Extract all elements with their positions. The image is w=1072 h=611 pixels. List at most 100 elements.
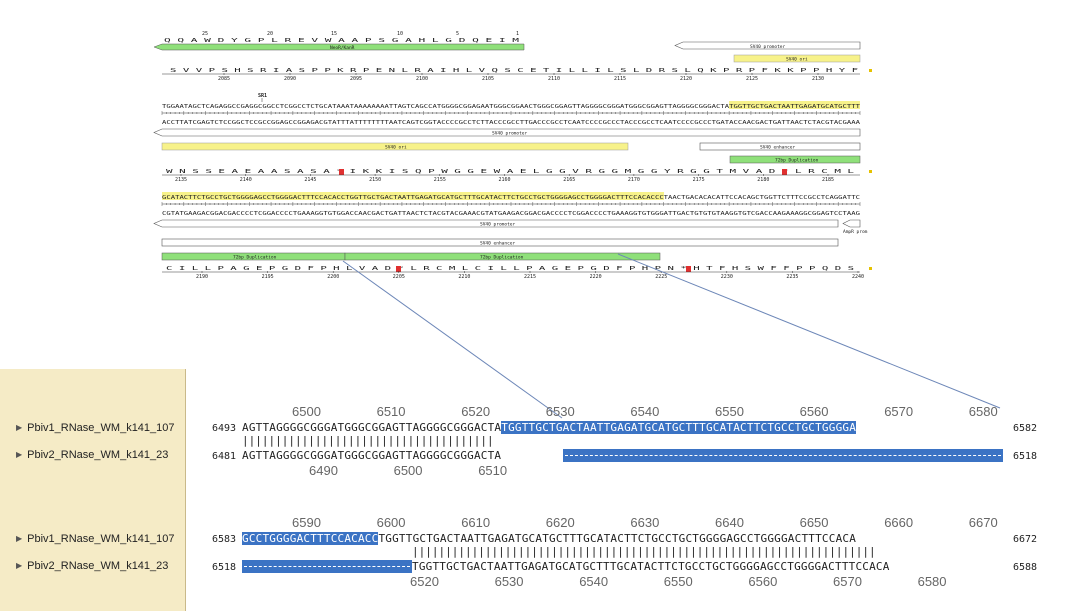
position-label: 6560 bbox=[748, 574, 778, 589]
feature-label-neor: NeoR/KanR bbox=[330, 45, 355, 51]
tick-label: 2105 bbox=[482, 76, 494, 82]
sequence-highlight: GCCTGGGGACTTTCCACACC bbox=[242, 532, 379, 545]
tick-label: 2210 bbox=[458, 274, 470, 280]
tick-label: 2190 bbox=[196, 274, 208, 280]
feature-label-sv40-promoter: SV40 promoter bbox=[492, 131, 528, 137]
position-label: 6540 bbox=[579, 574, 609, 589]
sequence-name-pbiv2-block2[interactable]: Pbiv2_RNase_WM_k141_23 bbox=[16, 560, 168, 572]
alignment-gap-block2 bbox=[242, 560, 412, 573]
position-label: 6660 bbox=[884, 515, 914, 530]
dna-bottom-strand-row3: CGTATGAAGACGGACGACCCCTCGGACCCCTGAAAGGTGT… bbox=[162, 211, 861, 217]
end-position: 6672 bbox=[1013, 534, 1038, 545]
feature-72bp-duplication-1: 72bp Duplication bbox=[729, 155, 861, 164]
map-row-2: SR1 TGGAATAGCTCAGAGGCCGAGGCGGCCTCGGCCTCT… bbox=[153, 93, 872, 183]
feature-label-sv40-ori: SV40 ori bbox=[786, 57, 808, 63]
feature-label-sv40-promoter: SV40 promoter bbox=[480, 222, 516, 228]
strand-ruler bbox=[161, 111, 861, 115]
site-label-sr1: SR1 bbox=[258, 93, 267, 99]
feature-72bp-duplication-2: 72bp Duplication bbox=[161, 252, 346, 261]
feature-label-sv40-promoter: SV40 promoter bbox=[750, 44, 786, 50]
position-label: 6640 bbox=[715, 515, 744, 530]
alignment-gap-block1 bbox=[563, 449, 1003, 462]
feature-72bp-duplication-3: 72bp Duplication bbox=[344, 252, 661, 261]
aa-translation-row2: W N S S E A E A A S A S A * I K K I S Q … bbox=[166, 169, 854, 175]
tick-label: 2125 bbox=[746, 76, 758, 82]
position-label: 6530 bbox=[494, 574, 524, 589]
start-position: 6583 bbox=[212, 534, 237, 545]
tick-label: 2200 bbox=[327, 274, 339, 280]
position-label: 6590 bbox=[292, 515, 321, 530]
tick-label: 2175 bbox=[693, 177, 705, 183]
position-label: 6510 bbox=[376, 404, 406, 419]
position-label: 6550 bbox=[663, 574, 693, 589]
aligned-sequence-pbiv1-block2[interactable]: GCCTGGGGACTTTCCACACCTGGTTGCTGACTAATTGAGA… bbox=[242, 532, 856, 545]
sequence-plain: TGGTTGCTGACTAATTGAGATGCATGCTTTGCATACTTCT… bbox=[412, 560, 890, 573]
aa-translation-row3: C I L L P A G E P G D F P H L V A D * L … bbox=[166, 266, 854, 272]
position-label: 6650 bbox=[799, 515, 829, 530]
tick-label: 2235 bbox=[786, 274, 798, 280]
position-label: 6510 bbox=[478, 463, 508, 478]
end-position: 6518 bbox=[1013, 451, 1038, 462]
map-row-3: GCATACTTCTGCCTGCTGGGGAGCCTGGGGACTTTCCACA… bbox=[153, 192, 872, 280]
tick-label: 2085 bbox=[218, 76, 230, 82]
aa-top-translation: Q Q A W D Y G P L R E V W A A P S G A H … bbox=[164, 38, 521, 44]
sequence-names-panel: Pbiv1_RNase_WM_k141_107 Pbiv2_RNase_WM_k… bbox=[0, 369, 186, 611]
feature-sv40-enhancer-1: SV40 enhancer bbox=[699, 142, 861, 151]
feature-sv40-enhancer-2: SV40 enhancer bbox=[161, 238, 839, 247]
feature-label-sv40-ori: SV40 ori bbox=[385, 145, 407, 151]
aligned-sequence-pbiv1-block1[interactable]: AGTTAGGGGCGGGATGGGCGGAGTTAGGGGCGGGACTATG… bbox=[242, 421, 857, 434]
end-position: 6588 bbox=[1013, 562, 1038, 573]
aligned-sequence-pbiv2-block1[interactable]: AGTTAGGGGCGGGATGGGCGGAGTTAGGGGCGGGACTA bbox=[242, 449, 501, 462]
aligned-sequence-pbiv2-block2[interactable]: TGGTTGCTGACTAATTGAGATGCATGCTTTGCATACTTCT… bbox=[412, 560, 890, 573]
position-label: 6500 bbox=[393, 463, 423, 478]
position-label: 6580 bbox=[917, 574, 947, 589]
feature-label-72bp: 72bp Duplication bbox=[480, 255, 524, 261]
position-label: 6530 bbox=[545, 404, 575, 419]
tick-label: 2120 bbox=[680, 76, 692, 82]
dna-top-strand-row2: TGGAATAGCTCAGAGGCCGAGGCGGCCTCGGCCTCTGCAT… bbox=[162, 104, 861, 110]
tick-label: 2215 bbox=[524, 274, 536, 280]
tick-label: 2140 bbox=[240, 177, 252, 183]
map-row-1: 25 20 15 10 5 1 Q Q A W D Y G P L R E V W A A… bbox=[153, 31, 872, 82]
end-position: 6582 bbox=[1013, 423, 1038, 434]
feature-sv40-promoter-2: SV40 promoter bbox=[153, 128, 861, 137]
tick-labels-row3: 2190 2195 2200 2205 2210 2215 2220 2225 2230 2235… bbox=[196, 271, 864, 280]
sequence-name-pbiv2-block1[interactable]: Pbiv2_RNase_WM_k141_23 bbox=[16, 449, 168, 461]
dna-top-strand-row3: GCATACTTCTGCCTGCTGGGGAGCCTGGGGACTTTCCACA… bbox=[162, 195, 860, 201]
sequence-plain: TGGTTGCTGACTAATTGAGATGCATGCTTTGCATACTTCT… bbox=[378, 532, 857, 545]
tick-label: 2225 bbox=[655, 274, 667, 280]
tick-label: 2130 bbox=[812, 76, 824, 82]
strand-ruler bbox=[161, 202, 861, 206]
position-label: 6580 bbox=[968, 404, 998, 419]
tick-labels-row1: 2085 2090 2095 2100 2105 2110 2115 2120 2125 2130 bbox=[218, 73, 824, 82]
position-label: 6520 bbox=[410, 574, 439, 589]
position-label: 6620 bbox=[545, 515, 575, 530]
position-label: 6500 bbox=[292, 404, 321, 419]
start-position: 6481 bbox=[212, 451, 237, 462]
zoom-connector-right bbox=[617, 253, 1001, 409]
start-position: 6493 bbox=[212, 423, 237, 434]
sequence-highlight: TGGTTGCTGACTAATTGAGATGCATGCTTTGCATACTTCT… bbox=[501, 421, 857, 434]
feature-ampr-promoter: AmpR prom bbox=[842, 219, 868, 235]
tick-label: 2135 bbox=[175, 177, 187, 183]
tick-label: 2195 bbox=[262, 274, 274, 280]
tick-label: 2180 bbox=[757, 177, 769, 183]
position-label: 6490 bbox=[309, 463, 338, 478]
tick-label: 2110 bbox=[548, 76, 560, 82]
match-bars-block1: |||||||||||||||||||||||||||||||||||||| bbox=[242, 434, 494, 447]
position-label: 6670 bbox=[968, 515, 998, 530]
tick-label: 2155 bbox=[434, 177, 446, 183]
feature-label-sv40-enhancer: SV40 enhancer bbox=[480, 241, 516, 247]
position-label: 6610 bbox=[461, 515, 491, 530]
tick-label: 2165 bbox=[563, 177, 575, 183]
feature-label-72bp: 72bp Duplication bbox=[775, 158, 819, 164]
sequence-name-pbiv1-block1[interactable]: Pbiv1_RNase_WM_k141_107 bbox=[16, 422, 174, 434]
position-label: 6550 bbox=[715, 404, 744, 419]
tick-label: 2220 bbox=[590, 274, 602, 280]
position-label: 6560 bbox=[799, 404, 829, 419]
position-label: 6630 bbox=[630, 515, 660, 530]
tick-labels-row2: 2135 2140 2145 2150 2155 2160 2165 2170 2175 2180… bbox=[175, 174, 834, 183]
aa-translation-row1: S V V P S H S R I A S P P K R P E N L R … bbox=[170, 68, 858, 74]
sequence-name-pbiv1-block2[interactable]: Pbiv1_RNase_WM_k141_107 bbox=[16, 533, 174, 545]
